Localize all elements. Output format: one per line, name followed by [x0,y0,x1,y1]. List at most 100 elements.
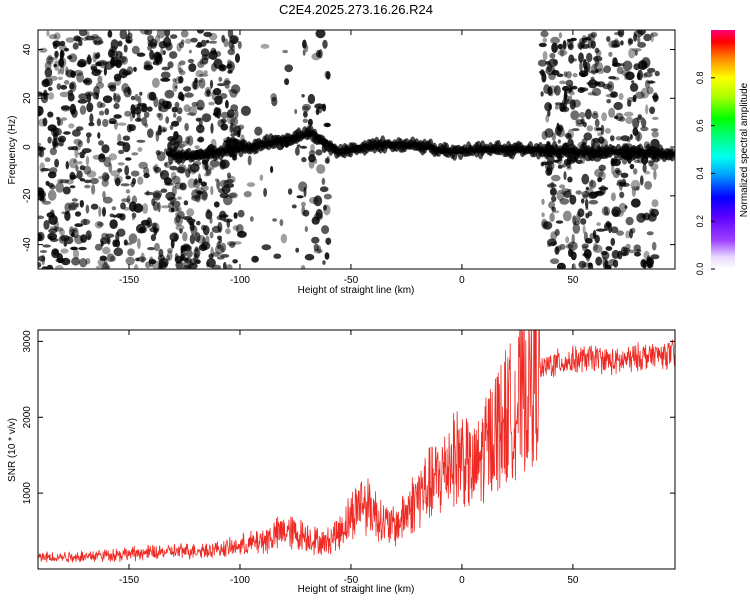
noise-blob [97,221,104,227]
noise-blob [171,120,180,127]
noise-blob [538,42,547,48]
noise-blob [74,69,84,77]
noise-blob [611,164,615,175]
noise-blob [196,124,205,134]
x-tick-label: -50 [344,275,359,286]
noise-blob [94,243,103,251]
noise-blob [72,248,80,260]
noise-blob [580,43,590,49]
noise-blob [184,92,194,98]
noise-blob [307,118,313,127]
noise-blob [113,247,124,257]
noise-blob [164,89,175,99]
noise-blob [65,37,75,43]
noise-blob [299,145,308,149]
noise-blob [563,71,568,78]
noise-blob [230,84,241,94]
noise-blob [125,256,135,266]
noise-blob [71,146,79,151]
noise-blob [86,56,93,65]
spectrogram-y-ticks: -40 -20 0 20 40 [22,44,675,252]
noise-blob [198,178,203,184]
noise-blob [555,220,564,224]
noise-blob [643,250,650,260]
noise-blob [150,234,156,242]
noise-blob [147,35,155,43]
noise-blob [109,84,117,92]
noise-blob [537,59,548,67]
noise-blob [209,217,213,224]
noise-blob [210,167,215,170]
noise-blob [622,60,633,71]
noise-blob [53,32,61,40]
noise-blob [65,161,70,170]
noise-blob [139,91,143,96]
noise-blob [586,52,593,63]
noise-blob [144,30,153,36]
noise-blob [50,209,55,215]
noise-blob [203,31,213,38]
noise-blob [571,263,577,269]
noise-blob [48,214,58,225]
noise-blob [566,166,572,170]
noise-blob [554,246,560,255]
noise-blob [38,255,46,262]
noise-blob [38,91,43,97]
noise-blob [543,84,551,95]
noise-blob [628,47,636,59]
noise-blob [178,67,184,73]
noise-blob [234,109,239,119]
noise-blob [206,208,211,214]
noise-blob [590,76,595,82]
noise-blob [169,200,175,205]
noise-blob [637,114,642,118]
noise-blob [301,206,306,216]
noise-blob [39,250,48,253]
noise-blob [94,40,98,45]
noise-blob [637,30,646,35]
noise-blob [583,37,592,41]
noise-blob [115,50,123,59]
noise-blob [169,165,178,171]
noise-blob [182,231,188,242]
noise-blob [152,192,161,201]
noise-blob [113,175,123,184]
noise-blob [183,104,191,113]
noise-blob [95,81,105,89]
noise-blob [223,80,232,85]
noise-blob [633,168,638,175]
noise-blob [52,139,57,150]
noise-blob [38,262,42,268]
noise-blob [175,215,181,224]
noise-blob [53,60,60,71]
noise-blob [194,232,201,243]
noise-blob [98,110,105,116]
noise-blob [209,231,214,239]
noise-blob [141,104,148,113]
noise-blob [632,117,640,129]
noise-blob [554,85,561,96]
noise-blob [60,248,69,254]
noise-blob [322,260,326,265]
noise-blob [640,259,647,268]
noise-blob [101,178,109,187]
noise-blob [70,232,75,238]
noise-blob [55,182,64,193]
noise-blob [632,127,639,136]
x-tick-label: -150 [119,275,139,286]
noise-blob [585,108,592,120]
noise-blob [210,185,214,196]
noise-blob [261,244,272,251]
noise-blob [101,144,110,154]
noise-blob [124,110,132,117]
noise-blob [75,165,79,172]
noise-blob [549,52,556,59]
noise-blob [125,36,133,44]
noise-blob [56,83,62,90]
noise-blob [219,192,229,199]
noise-blob [107,30,113,38]
noise-blob [131,45,140,55]
noise-blob [595,228,606,232]
noise-blob [183,86,192,92]
noise-blob [94,69,103,74]
